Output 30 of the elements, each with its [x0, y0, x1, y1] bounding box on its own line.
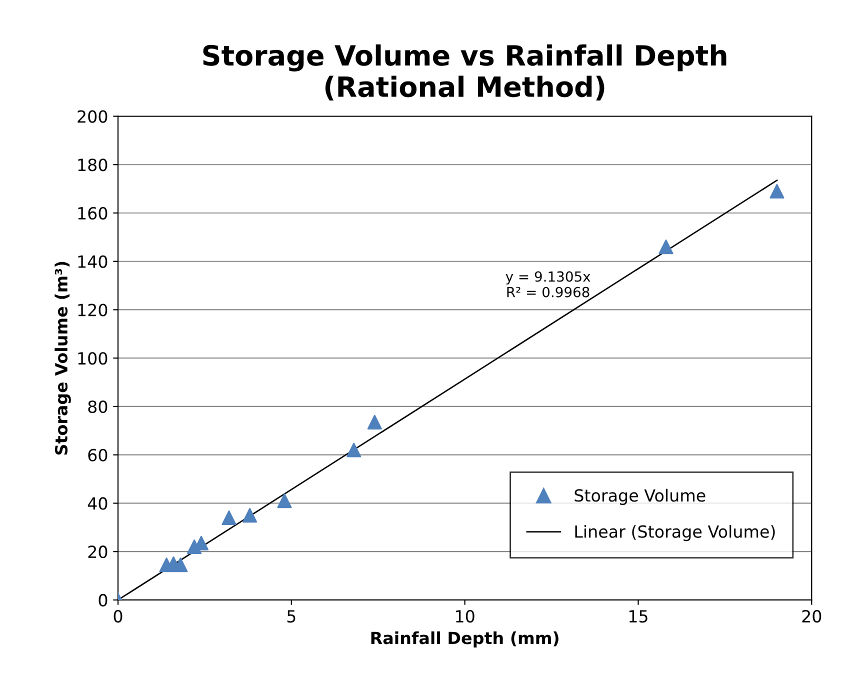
legend-label: Storage Volume	[574, 488, 706, 505]
y-tick-label: 40	[88, 497, 108, 510]
y-tick-label: 160	[78, 206, 108, 220]
y-axis-title: Storage Volume (m³)	[54, 262, 71, 455]
point	[770, 184, 784, 199]
point	[222, 510, 236, 526]
chart-title: Storage Volume vs Rainfall Depth (Rational Method)	[203, 44, 726, 100]
x-tick-label: 15	[629, 610, 648, 623]
y-tick-label: 80	[88, 400, 108, 414]
y-tick-label: 60	[88, 448, 108, 462]
y-tick-label: 120	[78, 304, 108, 316]
point	[367, 414, 382, 430]
y-tick-label: 200	[78, 110, 108, 123]
point	[173, 558, 188, 572]
x-tick-label: 5	[287, 610, 296, 623]
y-tick-label: 180	[78, 158, 108, 172]
y-tick-label: 0	[98, 594, 108, 607]
point	[346, 442, 362, 458]
legend-label: Linear (Storage Volume)	[575, 524, 775, 542]
x-axis-title: Rainfall Depth (mm)	[371, 631, 558, 648]
point	[277, 494, 292, 508]
y-tick-label: 140	[78, 255, 108, 268]
x-tick-label: 20	[802, 610, 822, 623]
point	[658, 240, 674, 254]
annotation: y = 9.1305x R² = 0.9968	[506, 271, 590, 298]
x-tick-label: 10	[456, 610, 474, 623]
point	[242, 508, 258, 523]
y-tick-label: 20	[88, 546, 108, 558]
x-tick-label: 0	[114, 610, 122, 623]
y-tick-label: 100	[78, 352, 108, 365]
